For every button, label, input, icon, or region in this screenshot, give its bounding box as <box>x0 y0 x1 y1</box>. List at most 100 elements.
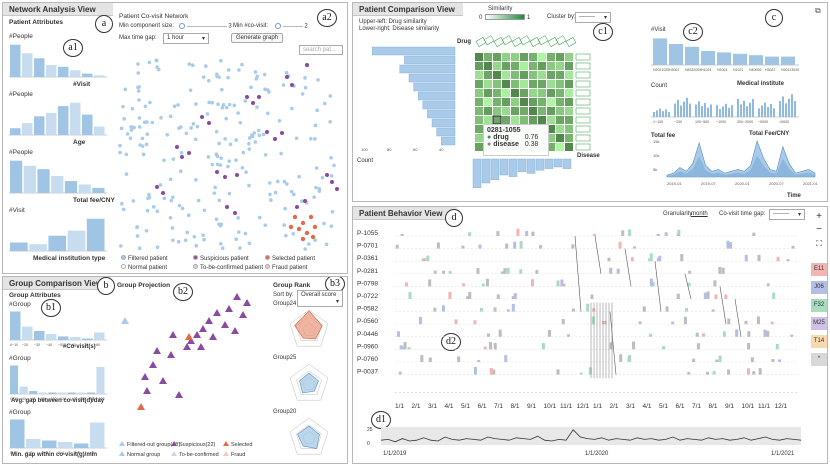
tick-label: ~40 <box>46 343 52 347</box>
sort-value: Overall score <box>301 292 337 298</box>
month-label: 12/1 <box>775 403 788 410</box>
fraud-node <box>300 220 306 226</box>
disease-count-bar <box>535 158 545 171</box>
visit-bar <box>418 316 422 325</box>
filtered-node <box>312 195 316 199</box>
visit-bar <box>703 292 707 299</box>
filtered-node <box>252 131 257 135</box>
disease-count-bar <box>508 158 518 177</box>
bar <box>34 331 45 340</box>
visit-bar <box>404 282 408 287</box>
filtered-node <box>217 141 221 146</box>
bar <box>94 75 105 77</box>
filtered-node <box>202 208 207 213</box>
filtered-node <box>148 100 152 105</box>
visit-bar <box>498 329 502 337</box>
filtered-node <box>206 78 211 83</box>
institute-bar <box>733 53 747 65</box>
similarity-cell <box>547 107 555 115</box>
filtered-node <box>238 246 242 250</box>
bar <box>10 44 21 77</box>
visit-bar <box>771 359 775 362</box>
filtered-node <box>330 209 335 214</box>
covisit-network-graph[interactable] <box>117 57 343 253</box>
visit-trend-chart[interactable]: 25 0 1/1/2019 1/1/2020 1/1/2021 <box>361 427 802 459</box>
visit-bar <box>401 346 405 350</box>
bar <box>46 334 57 340</box>
visit-bar <box>556 280 560 287</box>
zoom-out-button[interactable]: − <box>816 224 822 235</box>
zoom-in-button[interactable]: + <box>816 211 822 222</box>
min-component-slider[interactable]: 3 <box>179 23 232 30</box>
filtered-node <box>227 191 232 196</box>
label-c: c <box>765 9 783 27</box>
filtered-node <box>145 208 150 213</box>
visit-bar <box>496 231 500 236</box>
legend-dot <box>193 264 198 269</box>
granularity-select[interactable]: month <box>691 211 708 217</box>
visit-bar <box>468 291 472 299</box>
visit-bar <box>791 245 795 249</box>
visit-bar <box>628 229 632 236</box>
attribute-bar-chart <box>9 44 107 78</box>
bar <box>37 169 50 193</box>
similarity-cell <box>511 107 519 115</box>
filtered-node <box>141 152 146 157</box>
count-label: Count <box>357 158 374 164</box>
bar <box>38 392 47 394</box>
visit-bar <box>590 294 594 299</box>
filtered-node <box>217 198 222 203</box>
similarity-cell <box>520 98 528 106</box>
year-label: 1/1/2019 <box>383 451 407 457</box>
similarity-cell <box>538 89 546 97</box>
generate-graph-button[interactable]: Generate graph <box>231 33 284 43</box>
bar <box>10 419 25 448</box>
max-gap-select[interactable]: 1 hour ▾ <box>163 33 209 44</box>
behavior-timeline[interactable]: P-1055 P-0701 P-0361 P-0281 P-0798 P-0722 P-05… <box>355 221 801 429</box>
search-patient-input[interactable]: search pat... <box>299 45 343 55</box>
tick-label: ~160 <box>77 397 85 401</box>
gap-select[interactable]: -------- ▾ <box>769 209 805 220</box>
filtered-node <box>158 183 163 187</box>
similarity-cell <box>556 143 564 151</box>
filtered-node <box>124 152 129 157</box>
visit-bar <box>506 267 510 274</box>
legend-triangle <box>171 441 177 446</box>
filtered-node <box>204 64 208 68</box>
filtered-node <box>219 222 224 227</box>
drug-count-bar <box>418 91 456 101</box>
filtered-node <box>187 62 192 66</box>
cluster-select[interactable]: -------- ▾ <box>575 12 611 23</box>
bar <box>22 123 33 135</box>
bar <box>70 102 81 135</box>
similarity-cell <box>556 98 564 106</box>
group-projection-plot[interactable] <box>117 291 267 441</box>
visit-bar <box>727 369 731 375</box>
drug-label-box <box>519 35 531 46</box>
visit-bar <box>519 241 523 249</box>
fullscreen-icon[interactable]: ⛶ <box>816 239 822 248</box>
chevron-down-icon: ▾ <box>335 299 339 305</box>
filtered-node <box>186 213 191 218</box>
tick-label: 15k <box>653 139 659 144</box>
sort-select[interactable]: Overall score ▾ <box>297 290 343 307</box>
filtered-node <box>237 68 241 72</box>
filtered-node <box>255 105 259 109</box>
filtered-node <box>213 185 217 190</box>
month-label: 4/1 <box>445 403 454 410</box>
legend-label: Normal group <box>127 452 161 458</box>
filtered-node <box>147 60 152 65</box>
min-covisit-slider[interactable]: 2 <box>275 23 308 30</box>
visit-bar <box>744 320 748 325</box>
visit-bar <box>724 294 728 299</box>
drug-label: Drug <box>457 39 471 45</box>
tick-label: ~120 <box>58 397 66 401</box>
filtered-node <box>172 104 177 109</box>
radar-chart <box>289 363 329 401</box>
bar <box>67 392 76 394</box>
expand-icon[interactable]: ⧉ <box>815 6 821 15</box>
patient-comparison-view: Patient Comparison View c c1 c2 ⧉ Upper-… <box>352 2 828 202</box>
visit-bar <box>457 356 461 362</box>
patient-row-label: P-0960 <box>357 343 378 350</box>
filtered-node <box>176 103 180 107</box>
